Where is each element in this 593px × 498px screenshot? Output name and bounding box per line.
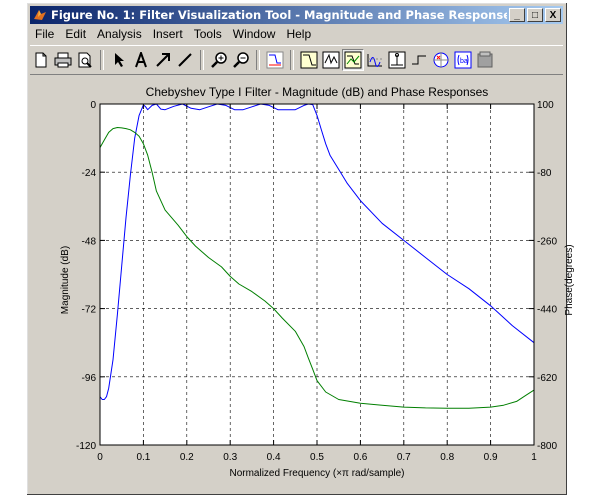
- y-tick-label-left: -96: [82, 373, 97, 384]
- x-tick-label: 0.8: [440, 452, 454, 463]
- x-axis-label: Normalized Frequency (×π rad/sample): [229, 468, 404, 479]
- x-tick-label: 1: [531, 452, 537, 463]
- text-insert-icon[interactable]: [130, 49, 152, 71]
- window-title: Figure No. 1: Filter Visualization Tool …: [51, 8, 507, 22]
- menu-tools[interactable]: Tools: [193, 27, 222, 41]
- maximize-button[interactable]: □: [527, 8, 543, 22]
- y-tick-label-left: -120: [76, 441, 96, 452]
- svg-text:ba: ba: [460, 58, 468, 65]
- line-insert-icon[interactable]: [174, 49, 196, 71]
- phase-series-line: [99, 127, 535, 409]
- toolbar: ba: [30, 45, 563, 75]
- x-tick-label: 0.9: [484, 452, 498, 463]
- zoom-in-icon[interactable]: [208, 49, 230, 71]
- x-tick-label: 0.6: [353, 452, 367, 463]
- menu-edit[interactable]: Edit: [65, 27, 87, 41]
- magnitude-response-icon[interactable]: [298, 49, 320, 71]
- menu-insert[interactable]: Insert: [152, 27, 183, 41]
- y-axis-label-right: Phase(degrees): [564, 244, 575, 315]
- toolbar-separator: [100, 50, 104, 70]
- step-response-icon[interactable]: [408, 49, 430, 71]
- x-tick-label: 0.3: [223, 452, 237, 463]
- y-tick-label-right: -260: [537, 236, 557, 247]
- matlab-logo-icon: [34, 10, 46, 20]
- y-tick-label-left: -24: [82, 168, 97, 179]
- y-tick-label-left: -48: [82, 236, 97, 247]
- y-tick-label-right: -620: [537, 373, 557, 384]
- y-tick-label-right: -80: [537, 168, 552, 179]
- y-tick-label-right: -440: [537, 305, 557, 316]
- y-tick-label-right: 100: [537, 100, 554, 111]
- axis-ticks: 0 0.1 0.2 0.3 0.4 0.5 0.6 0.7 0.8 0.9 1 0 100 -24 -80 -…: [76, 100, 557, 463]
- filter-info-icon[interactable]: [474, 49, 496, 71]
- phase-response-icon[interactable]: [320, 49, 342, 71]
- y-tick-label-right: -800: [537, 441, 557, 452]
- grid-lines: [100, 104, 534, 445]
- magnitude-phase-icon[interactable]: [342, 49, 364, 71]
- x-tick-label: 0: [97, 452, 103, 463]
- x-tick-label: 0.2: [180, 452, 194, 463]
- zoom-out-icon[interactable]: [230, 49, 252, 71]
- toolbar-separator: [200, 50, 204, 70]
- toolbar-separator: [290, 50, 294, 70]
- arrow-insert-icon[interactable]: [152, 49, 174, 71]
- pointer-arrow-icon[interactable]: [108, 49, 130, 71]
- filter-specs-icon[interactable]: [264, 49, 286, 71]
- x-tick-label: 0.7: [397, 452, 411, 463]
- menu-file[interactable]: File: [35, 27, 55, 41]
- menu-window[interactable]: Window: [232, 27, 276, 41]
- impulse-response-icon[interactable]: [386, 49, 408, 71]
- print-icon[interactable]: [52, 49, 74, 71]
- group-delay-icon[interactable]: [364, 49, 386, 71]
- minimize-button[interactable]: _: [509, 8, 525, 22]
- x-tick-label: 0.1: [136, 452, 150, 463]
- x-tick-label: 0.4: [267, 452, 281, 463]
- toolbar-separator: [256, 50, 260, 70]
- title-bar[interactable]: Figure No. 1: Filter Visualization Tool …: [30, 6, 563, 24]
- menu-bar: File Edit Analysis Insert Tools Window H…: [30, 26, 317, 44]
- plot-title: Chebyshev Type I Filter - Magnitude (dB)…: [146, 85, 489, 99]
- y-axis-label-left: Magnitude (dB): [60, 246, 71, 314]
- x-tick-label: 0.5: [310, 452, 324, 463]
- pole-zero-icon[interactable]: [430, 49, 452, 71]
- y-tick-label-left: 0: [90, 100, 96, 111]
- filter-coefficients-icon[interactable]: ba: [452, 49, 474, 71]
- y-tick-label-left: -72: [82, 305, 97, 316]
- menu-analysis[interactable]: Analysis: [97, 27, 142, 41]
- close-button[interactable]: X: [545, 8, 561, 22]
- menu-help[interactable]: Help: [286, 27, 312, 41]
- new-file-icon[interactable]: [30, 49, 52, 71]
- print-preview-icon[interactable]: [74, 49, 96, 71]
